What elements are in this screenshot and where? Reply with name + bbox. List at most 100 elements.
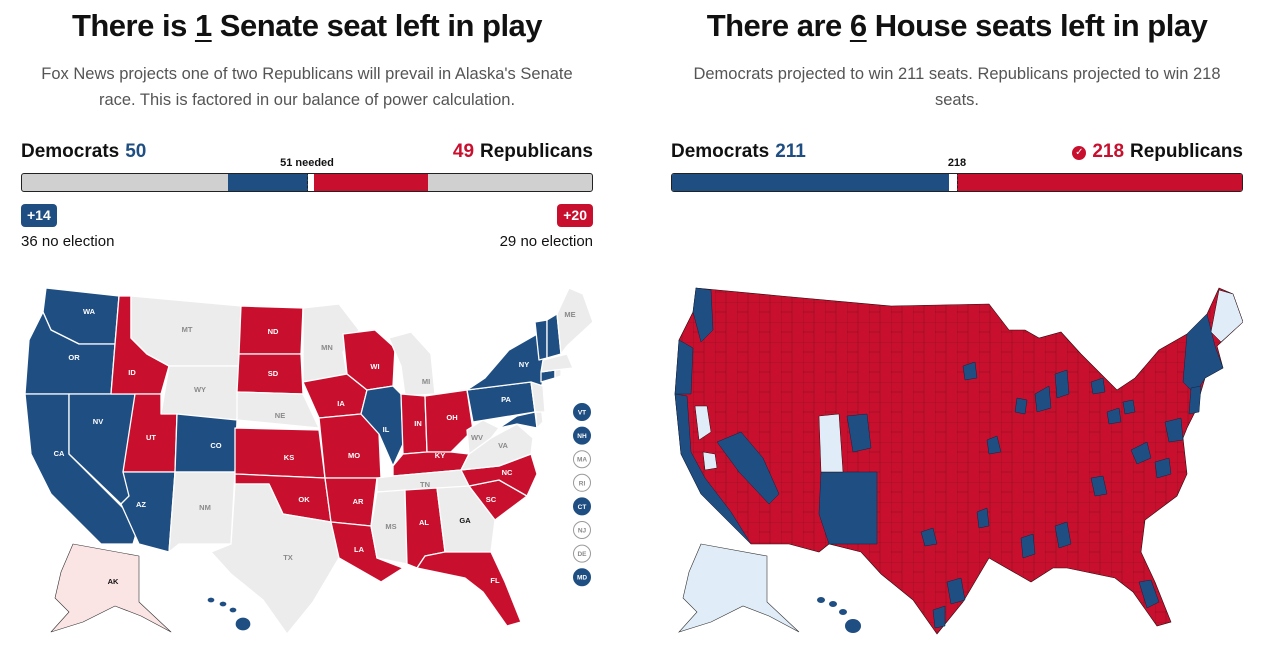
label-LA: LA bbox=[354, 545, 365, 554]
label-ND: ND bbox=[268, 327, 279, 336]
label-UT: UT bbox=[146, 433, 156, 442]
bubble-NH[interactable] bbox=[573, 426, 591, 445]
house-contiguous-us bbox=[674, 287, 1243, 635]
senate-undecided-segment bbox=[308, 174, 314, 191]
state-NY[interactable] bbox=[466, 333, 548, 391]
house-dem-segment bbox=[672, 174, 950, 191]
senate-dem-gain-badge: +14 bbox=[21, 204, 57, 227]
state-HI bbox=[206, 596, 252, 632]
state-TX[interactable] bbox=[210, 483, 340, 635]
state-OH[interactable] bbox=[424, 389, 474, 453]
state-GA[interactable] bbox=[436, 485, 496, 553]
label-WY: WY bbox=[194, 385, 206, 394]
state-MI[interactable] bbox=[388, 331, 436, 397]
label-SD: SD bbox=[268, 369, 279, 378]
label-AL: AL bbox=[419, 518, 429, 527]
state-MO[interactable] bbox=[318, 413, 382, 479]
label-OK: OK bbox=[298, 495, 310, 504]
bubble-MD[interactable] bbox=[573, 568, 591, 587]
label-IL: IL bbox=[383, 425, 390, 434]
state-AK[interactable] bbox=[50, 543, 172, 633]
label-SC: SC bbox=[486, 495, 497, 504]
bubble-label-MD: MD bbox=[577, 575, 587, 582]
house-subtitle: Democrats projected to win 211 seats. Re… bbox=[693, 65, 1221, 109]
senate-dem-total: Democrats 50 bbox=[21, 141, 147, 162]
label-MN: MN bbox=[321, 343, 333, 352]
bubble-CT[interactable] bbox=[573, 497, 591, 516]
label-CA: CA bbox=[54, 449, 65, 458]
label-GA: GA bbox=[459, 516, 471, 525]
senate-subtitle: Fox News projects one of two Republicans… bbox=[41, 65, 573, 109]
label-MI: MI bbox=[422, 377, 430, 386]
small-state-bubbles: VT NH MA RI CT NJ DE MD bbox=[573, 403, 591, 587]
label-NV: NV bbox=[93, 417, 103, 426]
label-ID: ID bbox=[128, 368, 136, 377]
bubble-label-RI: RI bbox=[579, 480, 586, 487]
state-WV[interactable] bbox=[466, 419, 500, 455]
label-KS: KS bbox=[284, 453, 294, 462]
label-WV: WV bbox=[471, 433, 483, 442]
state-NE[interactable] bbox=[236, 391, 320, 429]
senate-rep-won-segment bbox=[313, 174, 429, 191]
label-TX: TX bbox=[283, 553, 293, 562]
state-VA[interactable] bbox=[460, 423, 534, 471]
state-IL[interactable] bbox=[360, 385, 404, 467]
house-dem-districts bbox=[674, 287, 1224, 629]
label-AR: AR bbox=[353, 497, 364, 506]
label-WA: WA bbox=[83, 307, 96, 316]
bubble-label-NJ: NJ bbox=[578, 528, 587, 535]
label-NE: NE bbox=[275, 411, 285, 420]
senate-state-map: WA OR CA NV ID MT WY UT AZ CO NM ND SD N… bbox=[24, 287, 593, 635]
state-AR[interactable] bbox=[324, 477, 378, 527]
bubble-label-NH: NH bbox=[577, 433, 587, 440]
state-KS[interactable] bbox=[234, 427, 326, 479]
state-CO[interactable] bbox=[174, 413, 238, 473]
label-CO: CO bbox=[210, 441, 221, 450]
senate-majority-line bbox=[307, 174, 308, 191]
house-balance-bar bbox=[671, 173, 1243, 192]
state-NJ[interactable] bbox=[530, 381, 546, 413]
label-WI: WI bbox=[370, 362, 379, 371]
label-NC: NC bbox=[502, 468, 513, 477]
senate-needed-label: 51 needed bbox=[280, 157, 334, 169]
label-TN: TN bbox=[420, 480, 430, 489]
house-rep-segment bbox=[957, 174, 1242, 191]
state-ME[interactable] bbox=[556, 287, 593, 355]
label-OH: OH bbox=[446, 413, 457, 422]
house-majority-line bbox=[957, 174, 958, 191]
state-MS[interactable] bbox=[370, 489, 408, 565]
label-MT: MT bbox=[182, 325, 193, 334]
label-FL: FL bbox=[490, 576, 500, 585]
label-AK: AK bbox=[108, 577, 119, 586]
bubble-MA[interactable] bbox=[573, 450, 591, 469]
label-NY: NY bbox=[519, 360, 529, 369]
house-district-map bbox=[674, 287, 1243, 635]
bubble-NJ[interactable] bbox=[573, 521, 591, 539]
state-NM[interactable] bbox=[168, 471, 236, 553]
label-KY: KY bbox=[435, 451, 445, 460]
bubble-label-MA: MA bbox=[577, 457, 587, 464]
label-IN: IN bbox=[414, 419, 422, 428]
house-title: There are 6 House seats left in play bbox=[706, 8, 1208, 43]
bubble-label-VT: VT bbox=[578, 410, 586, 417]
label-MS: MS bbox=[385, 522, 396, 531]
state-MA[interactable] bbox=[540, 353, 574, 373]
bubble-RI[interactable] bbox=[573, 473, 591, 492]
house-undecided-segment bbox=[949, 174, 958, 191]
label-MO: MO bbox=[348, 451, 360, 460]
house-pending-districts bbox=[694, 289, 1243, 473]
label-NM: NM bbox=[199, 503, 211, 512]
senate-rep-no-election: 29 no election bbox=[499, 233, 593, 250]
bubble-DE[interactable] bbox=[573, 544, 591, 563]
label-AZ: AZ bbox=[136, 500, 146, 509]
bubble-VT[interactable] bbox=[573, 403, 591, 421]
label-ME: ME bbox=[564, 310, 575, 319]
senate-dem-won-segment bbox=[227, 174, 308, 191]
senate-balance-bar bbox=[21, 173, 593, 192]
senate-title: There is 1 Senate seat left in play bbox=[71, 8, 543, 43]
label-VA: VA bbox=[498, 441, 508, 450]
senate-rep-gain-badge: +20 bbox=[557, 204, 593, 227]
state-FL[interactable] bbox=[416, 551, 522, 627]
house-alaska bbox=[678, 543, 800, 633]
bubble-label-CT: CT bbox=[578, 504, 587, 511]
